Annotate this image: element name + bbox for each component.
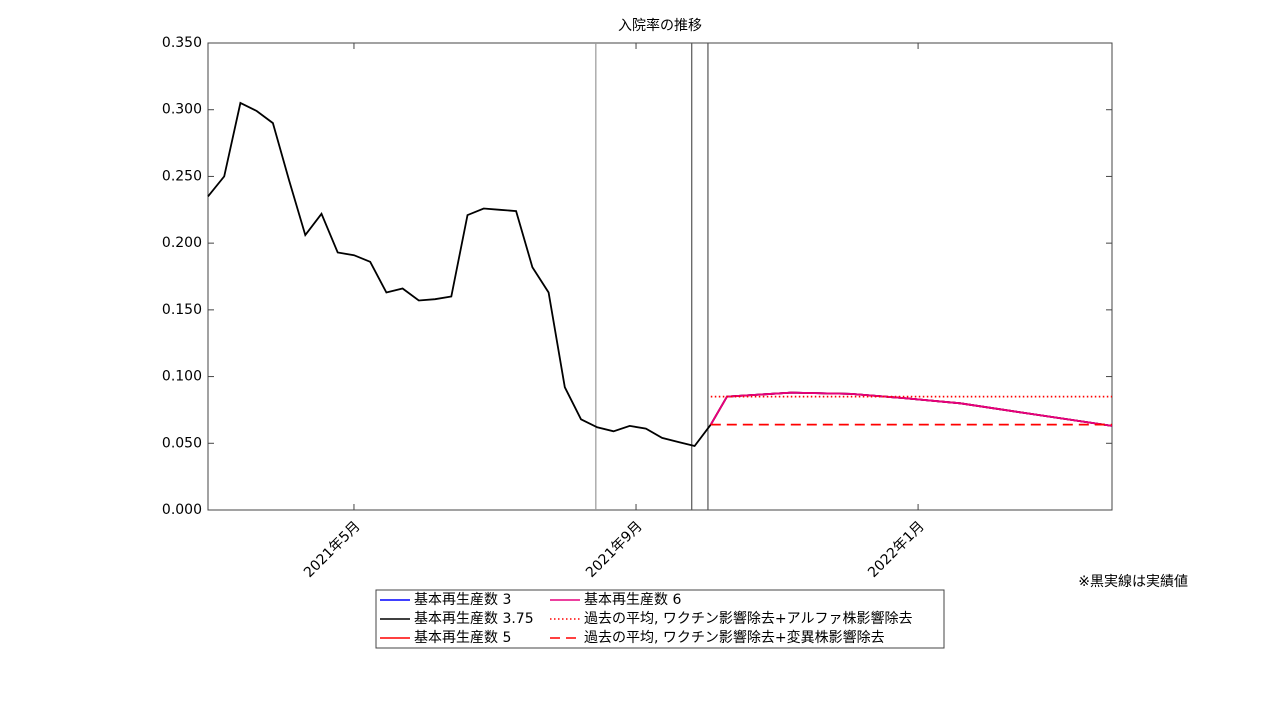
actual-line [207,101,712,448]
legend-label: 基本再生産数 3.75 [414,610,534,627]
series-line [710,391,1113,427]
y-tick-label: 0.300 [162,102,202,118]
legend-label: 過去の平均, ワクチン影響除去+変異株影響除去 [584,629,885,646]
y-tick-label: 0.150 [162,302,202,318]
x-tick-label: 2022年1月 [865,518,928,581]
y-tick-label: 0.200 [162,235,202,251]
legend: 基本再生産数 3 基本再生産数 3.75 基本再生産数 5 基本再生産数 6 過去の平均… [375,589,945,649]
legend-label: 基本再生産数 3 [414,591,511,608]
annotation: ※黒実線は実績値 [1078,574,1188,590]
y-tick-label: 0.050 [162,435,202,451]
legend-label: 基本再生産数 6 [584,591,681,608]
y-tick-label: 0.350 [162,35,202,51]
plot-area [207,42,1113,511]
legend-label: 基本再生産数 5 [414,629,511,646]
y-tick-label: 0.250 [162,168,202,184]
legend-label: 過去の平均, ワクチン影響除去+アルファ株影響除去 [584,610,913,627]
x-tick-label: 2021年9月 [583,518,646,581]
y-tick-label: 0.100 [162,369,202,385]
series-line [710,391,1113,427]
legend-box [375,589,945,649]
x-tick-label: 2021年5月 [301,518,364,581]
series-line [710,391,1113,427]
y-tick-label: 0.000 [162,502,202,518]
series-line [710,391,1113,427]
chart-title: 入院率の推移 [618,17,702,34]
